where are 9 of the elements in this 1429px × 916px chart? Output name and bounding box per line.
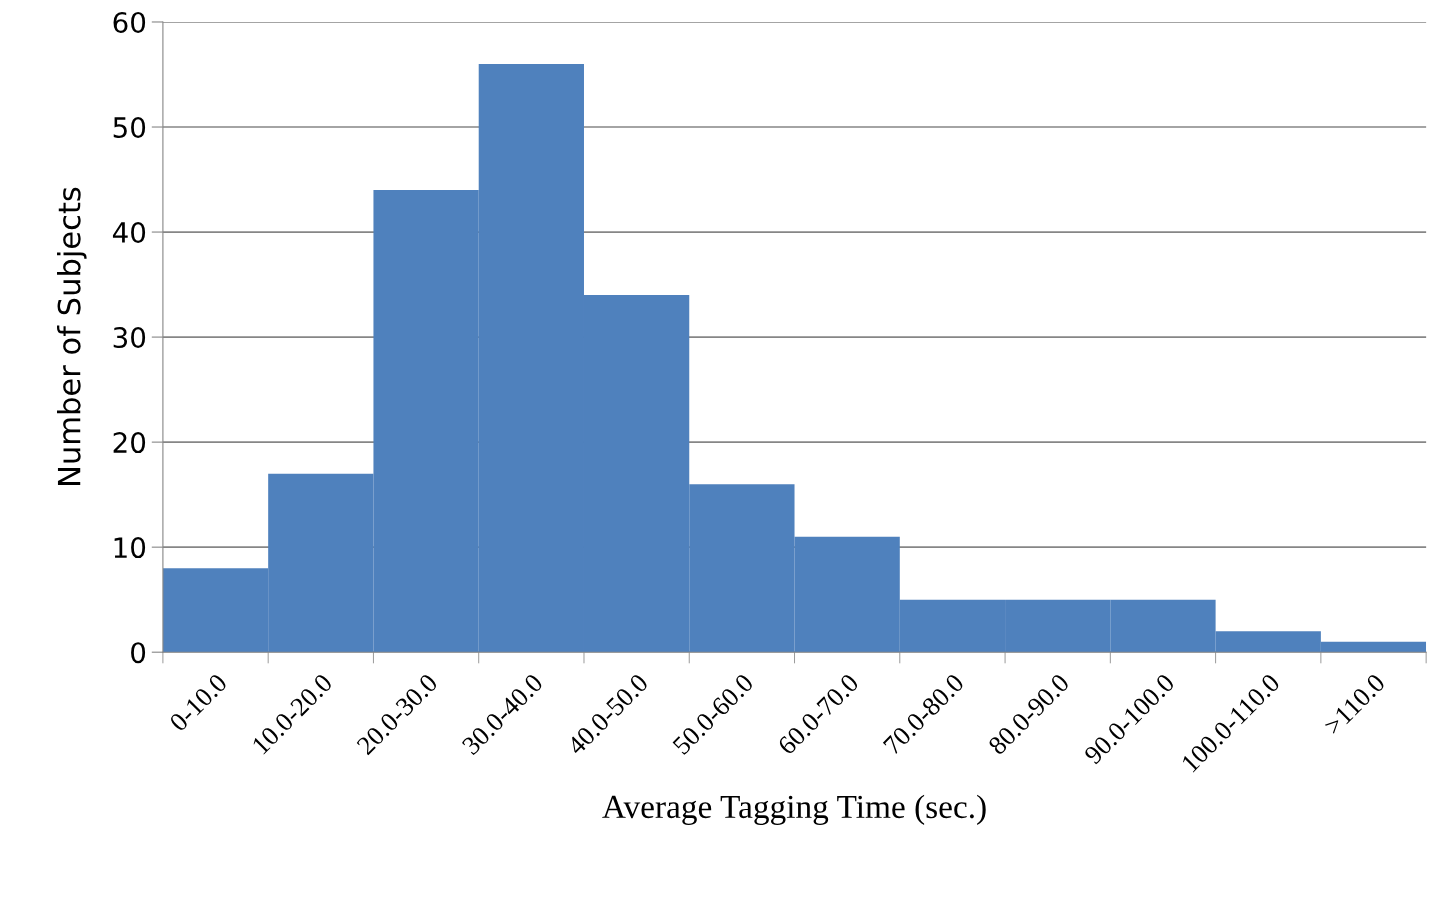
y-tick-label: 30	[113, 327, 146, 349]
y-tick-label: 10	[114, 537, 146, 559]
y-tick-label: 0	[131, 642, 146, 664]
y-tick-label: 40	[112, 221, 146, 243]
y-tick-label: 60	[113, 11, 146, 33]
y-tick-label: 20	[113, 432, 146, 454]
x-axis-title: Average Tagging Time (sec.)	[602, 794, 986, 826]
y-tick-label: 50	[113, 116, 146, 138]
y-axis-title: Number of Subjects	[57, 187, 87, 485]
